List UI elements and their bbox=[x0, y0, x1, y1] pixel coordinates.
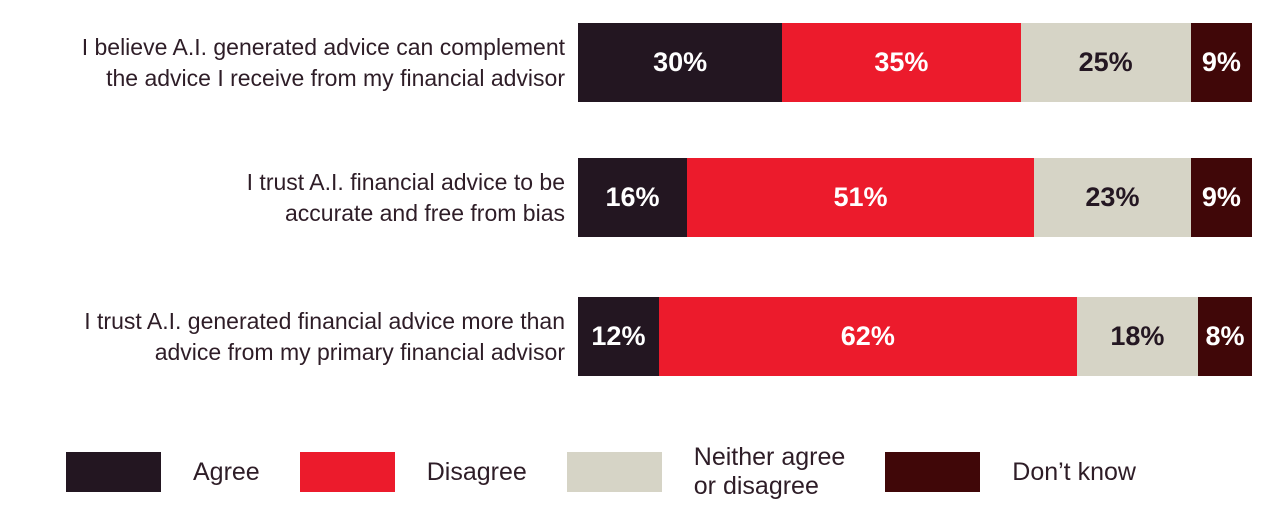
legend-label: Disagree bbox=[426, 457, 527, 486]
legend: Agree Disagree Neither agree or disagree Do… bbox=[66, 443, 1136, 501]
chart-row: I trust A.I. generated financial advice … bbox=[0, 297, 1252, 376]
segment-value-label: 18% bbox=[1110, 321, 1165, 351]
segment-value-label: 12% bbox=[591, 321, 646, 351]
bar-segment-disagree: 62% bbox=[658, 297, 1077, 376]
segment-value-label: 30% bbox=[653, 47, 708, 77]
bar-segment-neither-agree-or-disagree: 18% bbox=[1076, 297, 1199, 376]
legend-label: Neither agree or disagree bbox=[693, 443, 846, 500]
category-label: I trust A.I. financial advice to be accu… bbox=[246, 168, 565, 226]
chart-row: I trust A.I. financial advice to be accu… bbox=[0, 158, 1252, 237]
bar-segment-disagree: 51% bbox=[686, 158, 1035, 237]
bar-segment-neither-agree-or-disagree: 23% bbox=[1034, 158, 1191, 237]
segment-value-label: 35% bbox=[874, 47, 929, 77]
legend-swatch-agree bbox=[66, 452, 161, 492]
stacked-bar: 30% 35% 25% 9% bbox=[578, 23, 1252, 102]
bar-segment-agree: 30% bbox=[578, 23, 783, 102]
category-label: I believe A.I. generated advice can comp… bbox=[81, 33, 565, 91]
segment-value-label: 16% bbox=[605, 182, 660, 212]
segment-value-label: 8% bbox=[1205, 321, 1245, 351]
bar-segment-agree: 16% bbox=[578, 158, 687, 237]
bar-segment-agree: 12% bbox=[578, 297, 659, 376]
stacked-bar: 12% 62% 18% 8% bbox=[578, 297, 1252, 376]
segment-value-label: 9% bbox=[1201, 182, 1241, 212]
legend-item-don-t-know: Don’t know bbox=[885, 452, 1136, 492]
category-label: I trust A.I. generated financial advice … bbox=[84, 307, 565, 365]
chart-row: I believe A.I. generated advice can comp… bbox=[0, 23, 1252, 102]
stacked-bar: 16% 51% 23% 9% bbox=[578, 158, 1252, 237]
legend-item-agree: Agree bbox=[66, 452, 260, 492]
segment-value-label: 9% bbox=[1201, 47, 1241, 77]
segment-value-label: 25% bbox=[1078, 47, 1133, 77]
stacked-bar-chart: I believe A.I. generated advice can comp… bbox=[0, 23, 1252, 432]
legend-label: Agree bbox=[193, 457, 260, 486]
bar-segment-don-t-know: 9% bbox=[1190, 158, 1252, 237]
legend-item-disagree: Disagree bbox=[299, 452, 527, 492]
legend-swatch-don-t-know bbox=[885, 452, 981, 492]
legend-item-neither-agree-or-disagree: Neither agree or disagree bbox=[566, 443, 846, 501]
bar-segment-don-t-know: 8% bbox=[1198, 297, 1252, 376]
bar-segment-disagree: 35% bbox=[782, 23, 1021, 102]
legend-swatch-disagree bbox=[299, 452, 395, 492]
segment-value-label: 23% bbox=[1085, 182, 1140, 212]
bar-segment-neither-agree-or-disagree: 25% bbox=[1020, 23, 1191, 102]
segment-value-label: 51% bbox=[833, 182, 888, 212]
segment-value-label: 62% bbox=[840, 321, 895, 351]
bar-segment-don-t-know: 9% bbox=[1190, 23, 1252, 102]
legend-label: Don’t know bbox=[1012, 457, 1136, 486]
legend-swatch-neither-agree-or-disagree bbox=[566, 452, 662, 492]
